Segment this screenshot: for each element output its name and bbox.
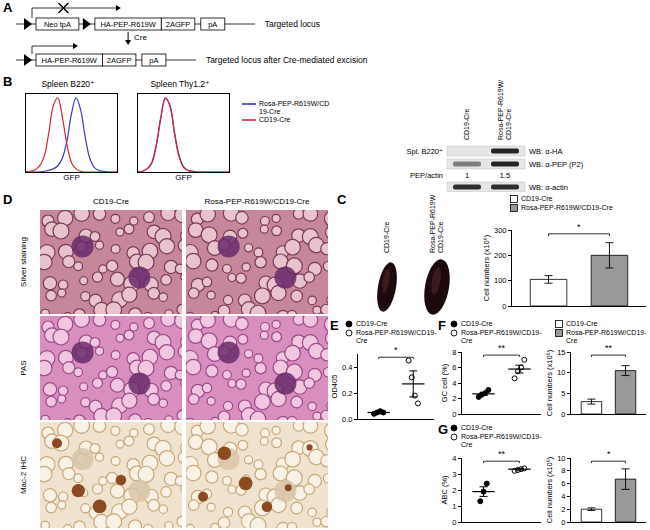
html-text:CD19-Cre: CD19-Cre [566, 320, 598, 327]
svg-text:10: 10 [557, 454, 565, 463]
html-text:CD19-Cre: CD19-Cre [521, 195, 553, 202]
html-text:Rosa-PEP-R619W/CD19-Cre: Rosa-PEP-R619W/CD19-Cre [356, 329, 437, 344]
svg-text:2AGFP: 2AGFP [166, 20, 191, 29]
html-text:B: B [3, 74, 13, 89]
svg-text:Spleen B220⁺: Spleen B220⁺ [41, 79, 94, 89]
html-text:Rosa-PEP-R619W/CD19-Cre: Rosa-PEP-R619W/CD19-Cre [461, 329, 542, 344]
svg-text:PAS: PAS [19, 360, 28, 375]
html-text:Rosa-PEP-R619W/CD19-Cre: Rosa-PEP-R619W/CD19-Cre [461, 433, 542, 448]
svg-text:CD19-Cre: CD19-Cre [463, 108, 470, 140]
svg-text:Targeted locus: Targeted locus [265, 19, 320, 29]
svg-text:4: 4 [452, 454, 456, 463]
svg-text:4: 4 [561, 492, 565, 501]
html-text:A: A [3, 0, 13, 15]
svg-text:10: 10 [557, 368, 565, 377]
svg-text:WB: α-HA: WB: α-HA [529, 147, 563, 156]
svg-text:8: 8 [561, 466, 565, 475]
svg-text:**: ** [605, 343, 613, 353]
svg-text:200: 200 [494, 251, 507, 260]
svg-text:Cell numbers (x10⁶): Cell numbers (x10⁶) [545, 349, 554, 416]
svg-text:Cre: Cre [134, 33, 147, 42]
html-text:F: F [438, 318, 446, 333]
svg-text:6: 6 [561, 479, 565, 488]
svg-text:Spleen Thy1.2⁺: Spleen Thy1.2⁺ [150, 79, 209, 89]
svg-text:Mac-2 IHC: Mac-2 IHC [19, 456, 28, 494]
svg-text:OD405: OD405 [330, 375, 339, 399]
svg-text:3: 3 [452, 470, 456, 479]
svg-text:Spl. B220⁺: Spl. B220⁺ [407, 147, 444, 156]
html-text:CD19-Cre: CD19-Cre [259, 116, 291, 124]
svg-text:WB: α-PEP (P2): WB: α-PEP (P2) [529, 160, 584, 169]
svg-text:0.0: 0.0 [342, 415, 352, 424]
svg-text:0: 0 [561, 410, 565, 419]
svg-text:0.4: 0.4 [342, 363, 352, 372]
svg-text:**: ** [498, 343, 506, 353]
html-text:CD19-Cre: CD19-Cre [356, 320, 388, 327]
svg-text:CD19-Cre: CD19-Cre [383, 221, 390, 253]
svg-text:*: * [394, 345, 398, 355]
svg-text:Silver staining: Silver staining [19, 237, 28, 287]
svg-text:0: 0 [452, 410, 456, 419]
svg-text:1: 1 [452, 502, 456, 511]
html-text:Rosa-PEP-R619W/CD19-Cre: Rosa-PEP-R619W/CD19-Cre [566, 329, 647, 344]
svg-text:GFP: GFP [175, 173, 191, 182]
svg-text:2: 2 [452, 486, 456, 495]
svg-text:HA-PEP-R619W: HA-PEP-R619W [41, 56, 97, 65]
html-text:C: C [337, 192, 347, 207]
svg-text:CD19-Cre: CD19-Cre [93, 197, 130, 206]
html-text:Rosa-PEP-R619W/CD19-Cre: Rosa-PEP-R619W/CD19-Cre [259, 100, 330, 115]
svg-text:Cell numbers (x10⁶): Cell numbers (x10⁶) [482, 234, 491, 301]
svg-text:0.2: 0.2 [342, 389, 352, 398]
svg-text:8: 8 [452, 348, 456, 357]
svg-text:Targeted locus after Cre-media: Targeted locus after Cre-mediated excisi… [206, 55, 368, 65]
svg-text:5: 5 [561, 389, 565, 398]
svg-text:Cell numbers (x10⁶): Cell numbers (x10⁶) [545, 456, 554, 523]
svg-text:CD19-Cre: CD19-Cre [505, 108, 512, 140]
svg-text:CD19-Cre: CD19-Cre [437, 221, 444, 253]
svg-text:pA: pA [208, 20, 217, 29]
svg-text:*: * [577, 222, 581, 232]
html-text:E: E [330, 318, 339, 333]
svg-text:Rosa-PEP-R619W/: Rosa-PEP-R619W/ [497, 80, 504, 140]
svg-text:6: 6 [452, 363, 456, 372]
svg-text:0: 0 [502, 302, 506, 311]
html-text:D: D [3, 192, 13, 207]
svg-text:PEP/actin: PEP/actin [410, 171, 443, 180]
svg-text:GC cell (%): GC cell (%) [440, 363, 449, 402]
svg-text:2AGFP: 2AGFP [107, 56, 132, 65]
svg-text:4: 4 [452, 379, 456, 388]
svg-text:2: 2 [561, 505, 565, 514]
svg-text:Rosa-PEP-R619W/: Rosa-PEP-R619W/ [429, 195, 436, 253]
svg-text:WB: α-actin: WB: α-actin [529, 183, 568, 192]
svg-text:2: 2 [452, 394, 456, 403]
svg-text:HA-PEP-R619W: HA-PEP-R619W [100, 20, 156, 29]
svg-text:GFP: GFP [63, 173, 79, 182]
svg-text:**: ** [498, 449, 506, 459]
svg-text:15: 15 [557, 348, 565, 357]
svg-text:100: 100 [494, 276, 507, 285]
html-text:CD19-Cre: CD19-Cre [461, 320, 493, 327]
svg-text:Rosa-PEP-R619W/CD19-Cre: Rosa-PEP-R619W/CD19-Cre [205, 197, 310, 206]
html-text:G: G [438, 422, 449, 437]
svg-text:*: * [607, 449, 611, 459]
html-text:Rosa-PEP-R619W/CD19-Cre: Rosa-PEP-R619W/CD19-Cre [521, 204, 613, 211]
svg-text:pA: pA [149, 56, 158, 65]
svg-text:1.5: 1.5 [500, 171, 510, 180]
svg-text:Neo tpA: Neo tpA [44, 20, 71, 29]
html-text:CD19-Cre: CD19-Cre [461, 424, 493, 431]
svg-text:300: 300 [494, 226, 507, 235]
svg-text:0: 0 [561, 518, 565, 527]
svg-text:ABC (%): ABC (%) [440, 475, 449, 505]
svg-text:1: 1 [465, 171, 469, 180]
svg-text:0: 0 [452, 518, 456, 527]
